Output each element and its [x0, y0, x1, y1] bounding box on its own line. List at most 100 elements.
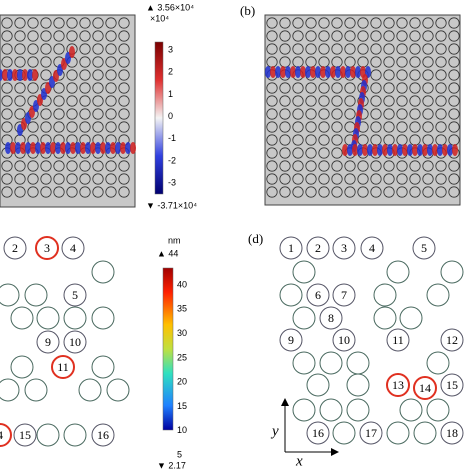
field — [397, 144, 403, 156]
rod — [331, 17, 343, 29]
rod — [305, 186, 317, 198]
rod — [266, 95, 278, 107]
rod — [105, 95, 117, 107]
rod — [422, 173, 434, 185]
field — [95, 142, 101, 154]
rod — [105, 43, 117, 55]
rod — [118, 121, 130, 133]
field — [432, 144, 438, 156]
rod — [359, 421, 383, 445]
field — [60, 142, 66, 154]
rod — [266, 186, 278, 198]
rod — [279, 43, 291, 55]
rod-number: 18 — [446, 426, 458, 440]
cb-min: ▼ 2.17 — [157, 460, 186, 470]
rod — [10, 306, 34, 330]
field — [30, 142, 36, 154]
rod — [14, 160, 26, 172]
rod — [386, 328, 410, 352]
field — [0, 69, 3, 81]
rod-number: 5 — [421, 241, 427, 255]
rod — [92, 121, 104, 133]
rod — [266, 160, 278, 172]
rod — [344, 17, 356, 29]
rod — [435, 95, 447, 107]
rod — [63, 423, 87, 447]
rod — [118, 56, 130, 68]
rod — [396, 108, 408, 120]
rod — [279, 108, 291, 120]
rod — [79, 186, 91, 198]
rod — [0, 378, 20, 402]
rod — [279, 121, 291, 133]
rod — [396, 17, 408, 29]
rod — [79, 69, 91, 81]
rod — [0, 423, 12, 447]
cb-tick: 15 — [177, 401, 187, 411]
panel-label: (b) — [240, 3, 255, 18]
field — [2, 69, 8, 81]
rod — [409, 160, 421, 172]
rod-number: 2 — [12, 241, 18, 255]
field — [367, 144, 373, 156]
rod — [266, 17, 278, 29]
rod — [14, 82, 26, 94]
rod — [292, 398, 316, 422]
rod — [3, 236, 27, 260]
rod — [27, 43, 39, 55]
rod — [118, 186, 130, 198]
rod — [319, 306, 343, 330]
axis-label: y — [270, 423, 279, 439]
rod — [383, 160, 395, 172]
rod — [0, 283, 20, 307]
rod — [279, 160, 291, 172]
field — [125, 142, 131, 154]
field — [270, 66, 276, 78]
rod — [53, 43, 65, 55]
field — [412, 144, 418, 156]
rod — [27, 56, 39, 68]
rod — [1, 108, 13, 120]
rod — [1, 43, 13, 55]
rod — [92, 82, 104, 94]
rod-number: 14 — [419, 381, 431, 395]
rod-number: 15 — [446, 378, 458, 392]
rod — [27, 82, 39, 94]
cb-tick: 2 — [168, 67, 173, 77]
panel-label: (d) — [248, 231, 263, 246]
rod — [435, 121, 447, 133]
rod — [426, 283, 450, 307]
field — [45, 142, 51, 154]
rod — [383, 95, 395, 107]
rod — [106, 378, 130, 402]
field — [305, 66, 311, 78]
rod — [383, 69, 395, 81]
rod — [40, 173, 52, 185]
rod — [305, 173, 317, 185]
rod — [1, 121, 13, 133]
rod — [279, 56, 291, 68]
field — [17, 69, 23, 81]
cb-tick: -3 — [168, 178, 176, 188]
rod — [279, 82, 291, 94]
rod — [357, 160, 369, 172]
rod — [279, 236, 303, 260]
rod — [53, 30, 65, 42]
rod — [40, 69, 52, 81]
rod — [1, 160, 13, 172]
rod — [14, 95, 26, 107]
rod — [105, 121, 117, 133]
rod — [448, 173, 460, 185]
field — [75, 142, 81, 154]
rod — [91, 355, 115, 379]
field — [65, 142, 71, 154]
rod — [1, 95, 13, 107]
rod-number: 10 — [69, 335, 81, 349]
rod — [92, 95, 104, 107]
rod — [266, 108, 278, 120]
rod — [396, 173, 408, 185]
rod — [292, 173, 304, 185]
rod — [53, 173, 65, 185]
rod — [435, 17, 447, 29]
